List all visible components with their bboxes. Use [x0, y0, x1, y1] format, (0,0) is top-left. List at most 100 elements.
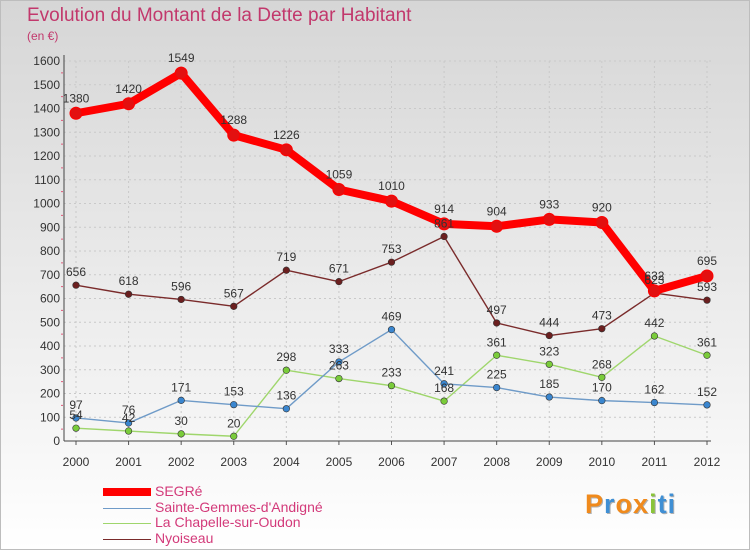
data-label: 1059	[326, 167, 353, 181]
data-label: 361	[487, 335, 507, 349]
data-point	[335, 374, 343, 383]
y-tick-label: 400	[40, 339, 60, 353]
y-tick-label: 1400	[33, 102, 60, 116]
data-point	[598, 397, 606, 405]
y-tick-label: 200	[40, 387, 60, 401]
x-tick-label: 2001	[115, 455, 142, 469]
data-point	[440, 232, 448, 241]
data-point	[177, 396, 185, 404]
data-label: 618	[119, 274, 139, 288]
data-label: 263	[329, 359, 349, 373]
data-label: 333	[329, 342, 349, 356]
data-point	[650, 398, 659, 407]
data-label: 225	[487, 368, 507, 382]
data-point	[437, 217, 451, 231]
data-point	[69, 106, 83, 120]
data-point	[335, 278, 343, 286]
x-tick-label: 2002	[168, 455, 195, 469]
data-point	[545, 360, 553, 368]
data-point	[177, 295, 185, 304]
y-tick-label: 700	[40, 268, 60, 282]
data-point	[387, 326, 396, 334]
data-point	[598, 325, 606, 333]
data-point	[542, 212, 556, 226]
x-tick-label: 2003	[220, 455, 247, 469]
x-tick-label: 2004	[273, 455, 300, 469]
legend-label: SEGRé	[155, 483, 203, 499]
data-point	[700, 269, 714, 283]
data-point	[279, 143, 293, 157]
data-point	[387, 258, 396, 266]
data-point	[545, 393, 553, 401]
x-tick-label: 2000	[63, 455, 90, 469]
y-tick-label: 800	[40, 244, 60, 258]
y-tick-label: 1100	[34, 173, 60, 187]
y-tick-label: 900	[40, 220, 60, 234]
logo-letter: t	[657, 489, 668, 519]
data-label: 656	[66, 265, 86, 279]
data-label: 623	[644, 273, 664, 287]
data-label: 861	[434, 217, 454, 231]
data-label: 20	[227, 416, 241, 430]
legend-label: La Chapelle-sur-Oudon	[155, 514, 301, 530]
data-point	[332, 182, 346, 196]
data-labels: 656 618 596 567 719 671 753 861 497 444 473 623 593 5…	[63, 51, 718, 430]
chart-title: Evolution du Montant de la Dette par Hab…	[27, 5, 412, 26]
logo-letter: P	[585, 489, 605, 519]
axes: 0 100 200 300 400 500 600 700 800 900 1000 1100 1200…	[33, 54, 720, 469]
data-point	[647, 284, 661, 298]
x-tick-label: 2005	[326, 455, 353, 469]
data-label: 933	[539, 197, 559, 211]
data-point	[124, 290, 133, 298]
data-label: 593	[697, 280, 717, 294]
data-point	[230, 401, 238, 409]
data-label: 76	[122, 403, 136, 417]
data-label: 268	[592, 357, 612, 371]
data-label: 241	[434, 364, 454, 378]
data-label: 671	[329, 262, 349, 276]
x-tick-label: 2009	[536, 455, 563, 469]
y-tick-label: 1000	[33, 197, 60, 211]
y-tick-label: 1200	[33, 149, 60, 163]
logo-letter: i	[667, 489, 677, 519]
data-point	[595, 216, 609, 229]
data-label: 233	[381, 366, 401, 380]
data-label: 136	[276, 389, 296, 403]
y-tick-label: 300	[40, 363, 60, 377]
data-label: 30	[174, 414, 188, 428]
data-label: 170	[592, 381, 612, 395]
x-tick-label: 2008	[483, 455, 510, 469]
data-label: 1010	[378, 179, 405, 193]
data-point	[703, 296, 711, 304]
data-label: 567	[224, 286, 244, 300]
data-point	[493, 319, 501, 327]
legend-swatch	[103, 507, 151, 509]
y-tick-label: 1300	[33, 125, 60, 139]
data-label: 323	[539, 344, 559, 358]
data-label: 596	[171, 279, 191, 293]
legend-swatch	[103, 538, 151, 540]
x-tick-label: 2006	[378, 455, 405, 469]
data-label: 1420	[115, 82, 142, 96]
legend-swatch	[103, 488, 151, 496]
data-label: 473	[592, 309, 612, 323]
data-point	[282, 366, 290, 374]
data-label: 753	[381, 242, 401, 256]
data-point	[122, 97, 136, 111]
x-tick-label: 2012	[694, 455, 721, 469]
y-tick-label: 600	[40, 292, 60, 306]
data-label: 904	[487, 204, 507, 218]
data-label: 497	[487, 303, 507, 317]
data-label: 171	[171, 380, 191, 394]
data-point	[230, 432, 238, 440]
data-point	[493, 383, 501, 392]
proxiti-logo: Proxiti	[585, 489, 676, 520]
data-label: 97	[69, 398, 83, 412]
y-tick-label: 1600	[33, 54, 60, 68]
data-label: 1288	[220, 113, 247, 127]
y-tick-label: 1500	[33, 78, 60, 92]
data-point	[385, 194, 398, 208]
legend-swatch	[103, 523, 151, 524]
data-point	[440, 397, 448, 405]
